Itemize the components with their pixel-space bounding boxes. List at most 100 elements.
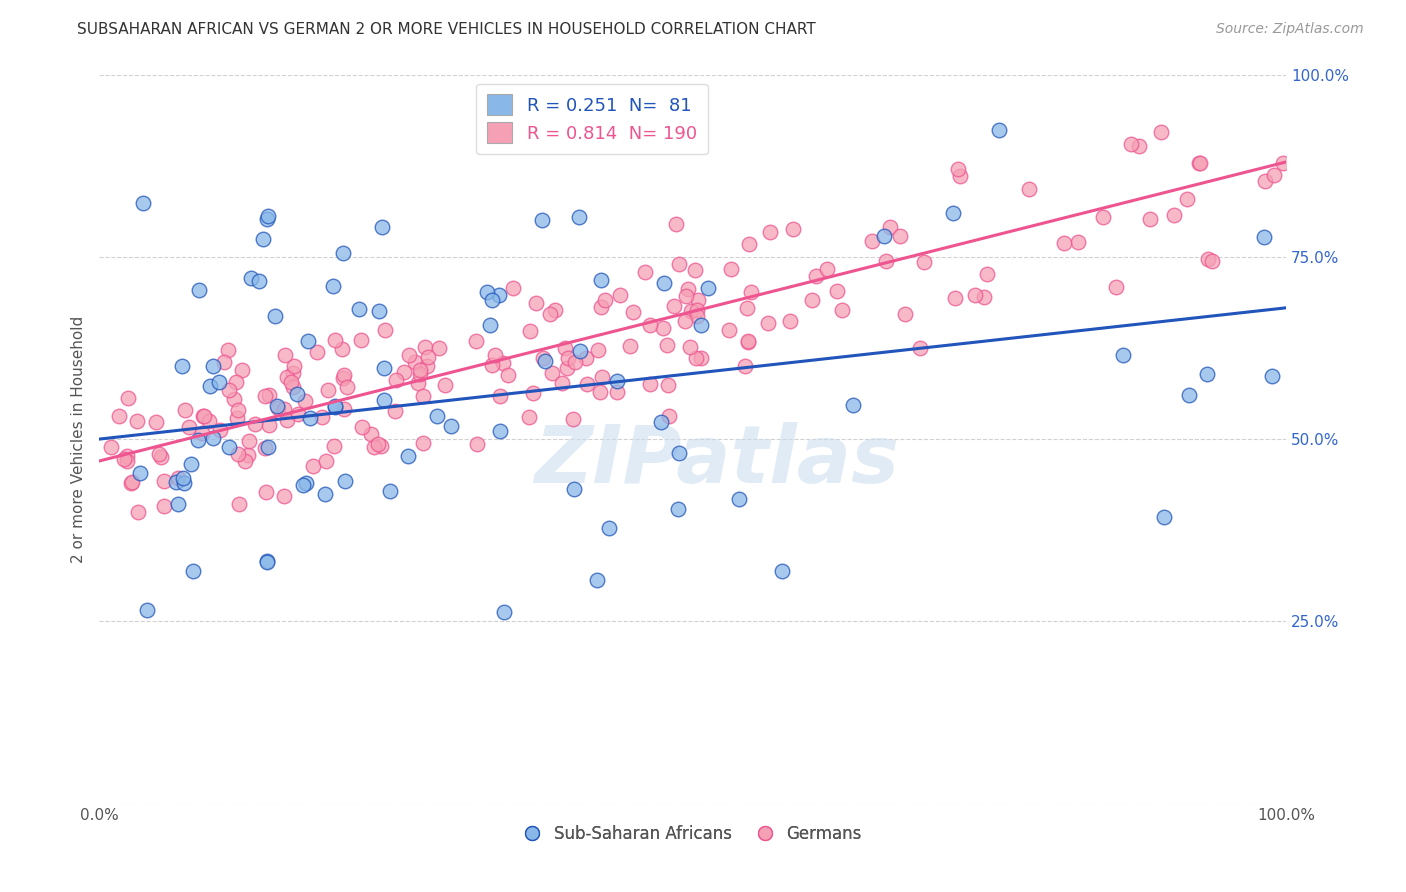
Point — [145, 415, 167, 429]
Point — [197, 414, 219, 428]
Point — [301, 458, 323, 473]
Point — [363, 440, 385, 454]
Point — [1188, 156, 1211, 170]
Point — [299, 410, 322, 425]
Point — [534, 354, 557, 368]
Point — [117, 392, 139, 406]
Point — [679, 303, 702, 318]
Point — [224, 392, 246, 406]
Point — [889, 229, 911, 244]
Point — [416, 359, 439, 373]
Point — [370, 438, 392, 452]
Point — [564, 482, 586, 496]
Point — [1066, 235, 1088, 249]
Y-axis label: 2 or more Vehicles in Household: 2 or more Vehicles in Household — [72, 316, 86, 563]
Point — [253, 441, 276, 455]
Point — [349, 301, 371, 316]
Point — [488, 288, 510, 302]
Point — [281, 380, 304, 394]
Point — [894, 307, 917, 321]
Point — [238, 434, 260, 448]
Point — [479, 318, 502, 332]
Point — [942, 206, 965, 220]
Point — [273, 401, 295, 416]
Point — [332, 246, 354, 260]
Point — [531, 351, 554, 366]
Point — [100, 440, 122, 454]
Point — [233, 454, 256, 468]
Point — [226, 447, 249, 461]
Point — [193, 409, 215, 424]
Point — [263, 309, 285, 323]
Point — [606, 385, 628, 400]
Point — [228, 402, 250, 417]
Point — [668, 445, 690, 459]
Point — [737, 334, 759, 348]
Point — [225, 410, 247, 425]
Point — [544, 303, 567, 318]
Point — [1128, 139, 1150, 153]
Point — [267, 401, 290, 416]
Point — [737, 335, 759, 350]
Point — [517, 410, 540, 425]
Point — [756, 316, 779, 330]
Point — [413, 340, 436, 354]
Point — [801, 293, 824, 307]
Point — [965, 288, 987, 302]
Point — [735, 301, 758, 315]
Point — [679, 340, 702, 354]
Point — [409, 363, 432, 377]
Point — [591, 300, 613, 314]
Point — [842, 398, 865, 412]
Point — [538, 307, 561, 321]
Point — [280, 376, 302, 390]
Point — [593, 293, 616, 307]
Point — [360, 427, 382, 442]
Point — [949, 169, 972, 183]
Point — [121, 475, 143, 490]
Point — [373, 392, 395, 407]
Point — [717, 322, 740, 336]
Point — [231, 362, 253, 376]
Point — [943, 291, 966, 305]
Point — [638, 377, 661, 392]
Point — [333, 368, 356, 383]
Point — [738, 237, 761, 252]
Point — [638, 318, 661, 332]
Point — [336, 379, 359, 393]
Point — [117, 449, 139, 463]
Point — [172, 359, 194, 374]
Point — [322, 279, 344, 293]
Point — [256, 553, 278, 567]
Point — [675, 289, 697, 303]
Point — [519, 324, 541, 338]
Point — [291, 477, 314, 491]
Point — [948, 162, 970, 177]
Point — [112, 451, 135, 466]
Point — [873, 228, 896, 243]
Text: Source: ZipAtlas.com: Source: ZipAtlas.com — [1216, 22, 1364, 37]
Point — [384, 403, 406, 417]
Point — [257, 209, 280, 223]
Point — [481, 359, 503, 373]
Point — [150, 450, 173, 464]
Point — [759, 225, 782, 239]
Text: SUBSAHARAN AFRICAN VS GERMAN 2 OR MORE VEHICLES IN HOUSEHOLD CORRELATION CHART: SUBSAHARAN AFRICAN VS GERMAN 2 OR MORE V… — [77, 22, 815, 37]
Point — [427, 341, 450, 355]
Point — [690, 351, 713, 366]
Point — [598, 521, 620, 535]
Point — [465, 334, 488, 348]
Point — [374, 323, 396, 337]
Point — [172, 471, 194, 485]
Point — [167, 471, 190, 485]
Point — [274, 348, 297, 362]
Point — [621, 305, 644, 319]
Point — [314, 487, 336, 501]
Point — [252, 232, 274, 246]
Point — [439, 419, 461, 434]
Point — [1153, 510, 1175, 524]
Point — [489, 388, 512, 402]
Text: ZIPatlas: ZIPatlas — [534, 422, 898, 500]
Point — [236, 448, 259, 462]
Point — [131, 196, 153, 211]
